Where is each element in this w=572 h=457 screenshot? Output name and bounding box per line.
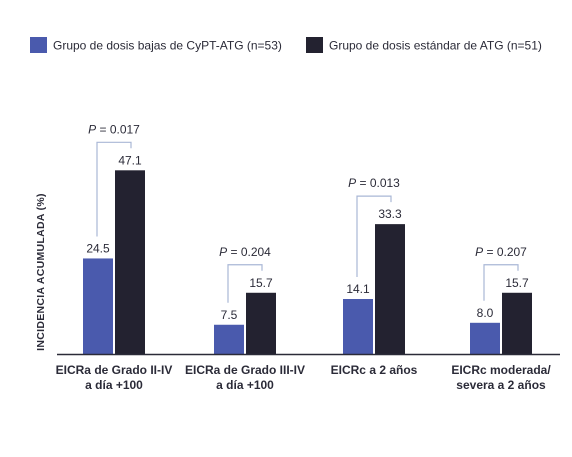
p-symbol-2: P — [219, 245, 227, 259]
data-label-standard-dose-3: 33.3 — [378, 207, 402, 221]
bar-standard-dose-2 — [246, 292, 276, 354]
legend-swatch-2 — [306, 37, 323, 53]
legend-label-1: Grupo de dosis bajas de CyPT-ATG (n=53) — [53, 39, 282, 53]
category-label-3-line-1: EICRc a 2 años — [331, 363, 418, 377]
bar-standard-dose-3 — [375, 224, 405, 354]
data-label-low-dose-2: 7.5 — [221, 308, 238, 322]
p-value-label-2: P = 0.204 — [219, 245, 271, 259]
p-value-4: = 0.207 — [483, 245, 527, 259]
significance-bracket-3 — [356, 195, 392, 278]
significance-bracket-2 — [227, 264, 263, 303]
p-value-label-4: P = 0.207 — [475, 245, 527, 259]
bar-standard-dose-1 — [115, 170, 145, 354]
y-axis-label: INCIDENCIA ACUMULADA (%) — [35, 193, 47, 351]
bar-low-dose-4 — [470, 322, 500, 354]
p-value-2: = 0.204 — [227, 245, 271, 259]
significance-bracket-4 — [483, 264, 519, 301]
bar-standard-dose-4 — [502, 292, 532, 354]
data-label-low-dose-1: 24.5 — [86, 241, 110, 255]
bar-low-dose-1 — [83, 258, 113, 354]
category-label-2-line-2: a día +100 — [216, 378, 274, 392]
data-label-low-dose-4: 8.0 — [477, 306, 494, 320]
p-value-label-3: P = 0.013 — [348, 176, 400, 190]
p-symbol-3: P — [348, 176, 356, 190]
category-label-4-line-2: severa a 2 años — [456, 378, 546, 392]
category-label-2-line-1: EICRa de Grado III-IV — [185, 363, 305, 377]
bar-low-dose-2 — [214, 324, 244, 354]
legend: Grupo de dosis bajas de CyPT-ATG (n=53) G… — [30, 37, 542, 53]
p-symbol-1: P — [88, 122, 96, 136]
data-label-standard-dose-4: 15.7 — [505, 276, 529, 290]
category-label-4-line-1: EICRc moderada/ — [451, 363, 551, 377]
p-value-1: = 0.017 — [96, 122, 140, 136]
significance-bracket-1 — [96, 141, 132, 237]
p-value-label-1: P = 0.017 — [88, 122, 140, 136]
p-symbol-4: P — [475, 245, 483, 259]
legend-label-2: Grupo de dosis estándar de ATG (n=51) — [329, 39, 542, 53]
data-label-standard-dose-1: 47.1 — [118, 153, 142, 167]
data-label-standard-dose-2: 15.7 — [249, 276, 273, 290]
bar-low-dose-3 — [343, 299, 373, 354]
legend-swatch-1 — [30, 37, 47, 53]
p-value-3: = 0.013 — [356, 176, 400, 190]
category-label-1-line-1: EICRa de Grado II-IV — [56, 363, 173, 377]
data-label-low-dose-3: 14.1 — [346, 282, 370, 296]
category-label-1-line-2: a día +100 — [85, 378, 143, 392]
